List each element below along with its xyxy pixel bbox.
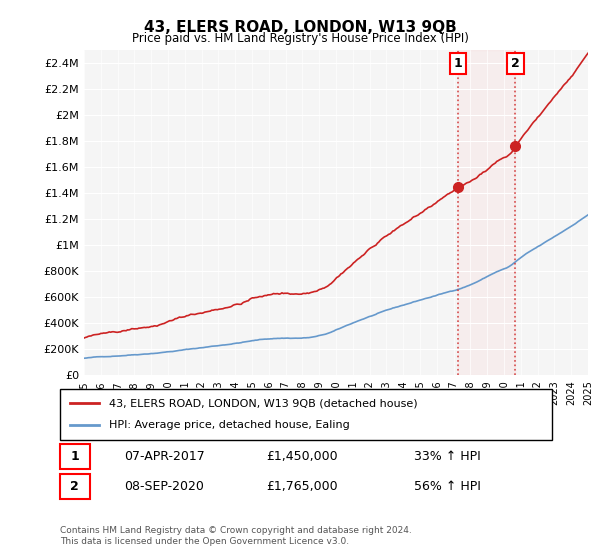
FancyBboxPatch shape bbox=[60, 444, 89, 469]
Text: 43, ELERS ROAD, LONDON, W13 9QB: 43, ELERS ROAD, LONDON, W13 9QB bbox=[143, 20, 457, 35]
Text: 1: 1 bbox=[70, 450, 79, 463]
FancyBboxPatch shape bbox=[60, 474, 89, 499]
Text: 2: 2 bbox=[511, 57, 520, 70]
Text: Price paid vs. HM Land Registry's House Price Index (HPI): Price paid vs. HM Land Registry's House … bbox=[131, 32, 469, 45]
Text: 07-APR-2017: 07-APR-2017 bbox=[124, 450, 205, 463]
Text: Contains HM Land Registry data © Crown copyright and database right 2024.
This d: Contains HM Land Registry data © Crown c… bbox=[60, 526, 412, 546]
Text: 1: 1 bbox=[454, 57, 463, 70]
Text: £1,765,000: £1,765,000 bbox=[266, 480, 338, 493]
Text: 08-SEP-2020: 08-SEP-2020 bbox=[124, 480, 204, 493]
Bar bbox=[458, 50, 515, 375]
Text: £1,450,000: £1,450,000 bbox=[266, 450, 338, 463]
Text: HPI: Average price, detached house, Ealing: HPI: Average price, detached house, Eali… bbox=[109, 421, 350, 431]
Text: 43, ELERS ROAD, LONDON, W13 9QB (detached house): 43, ELERS ROAD, LONDON, W13 9QB (detache… bbox=[109, 398, 418, 408]
FancyBboxPatch shape bbox=[60, 389, 552, 440]
Text: 33% ↑ HPI: 33% ↑ HPI bbox=[414, 450, 481, 463]
Text: 56% ↑ HPI: 56% ↑ HPI bbox=[414, 480, 481, 493]
Text: 2: 2 bbox=[70, 480, 79, 493]
